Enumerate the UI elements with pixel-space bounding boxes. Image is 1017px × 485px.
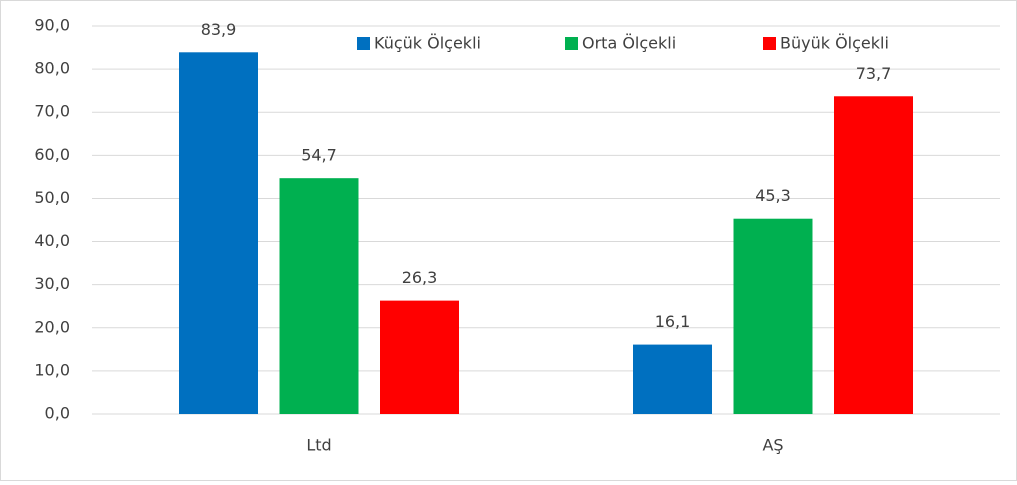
value-label: 73,7 (856, 64, 892, 83)
bar (733, 218, 813, 414)
y-tick-label: 90,0 (34, 16, 70, 35)
y-tick-label: 10,0 (34, 360, 70, 379)
bar (633, 344, 712, 414)
value-label: 26,3 (402, 268, 438, 287)
y-tick-label: 30,0 (34, 274, 70, 293)
bar (179, 52, 258, 414)
y-tick-label: 20,0 (34, 317, 70, 336)
value-label: 16,1 (655, 312, 691, 331)
bar (279, 178, 359, 414)
value-label: 45,3 (755, 186, 791, 205)
y-tick-label: 40,0 (34, 231, 70, 250)
legend-label: Büyük Ölçekli (780, 34, 889, 53)
y-tick-label: 60,0 (34, 145, 70, 164)
legend-swatch (763, 37, 776, 50)
bar (380, 300, 459, 414)
legend-swatch (357, 37, 370, 50)
y-tick-label: 70,0 (34, 102, 70, 121)
x-tick-label: Ltd (306, 436, 331, 455)
bar (834, 96, 913, 414)
value-label: 54,7 (301, 146, 337, 165)
y-tick-label: 0,0 (45, 404, 70, 423)
x-tick-label: AŞ (762, 436, 783, 455)
y-tick-label: 50,0 (34, 188, 70, 207)
legend-swatch (565, 37, 578, 50)
legend-label: Küçük Ölçekli (374, 34, 481, 53)
value-label: 83,9 (201, 20, 237, 39)
y-tick-label: 80,0 (34, 59, 70, 78)
legend-label: Orta Ölçekli (582, 34, 676, 53)
